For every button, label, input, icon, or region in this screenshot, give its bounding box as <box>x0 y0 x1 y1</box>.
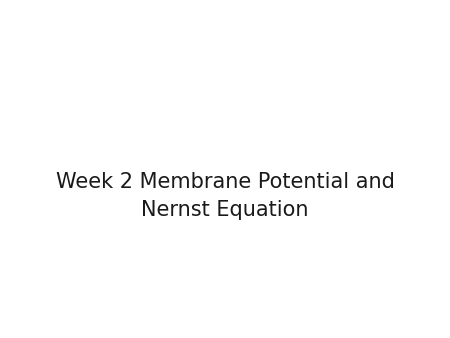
Text: Week 2 Membrane Potential and
Nernst Equation: Week 2 Membrane Potential and Nernst Equ… <box>55 172 395 220</box>
